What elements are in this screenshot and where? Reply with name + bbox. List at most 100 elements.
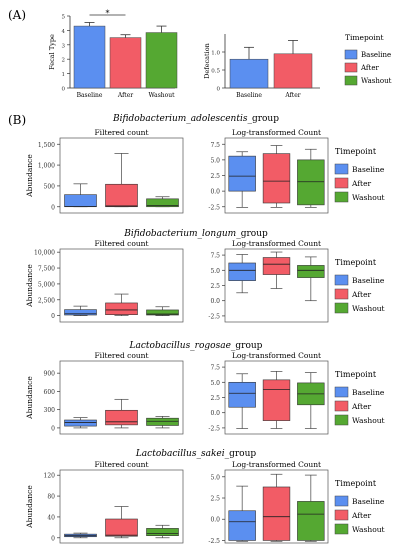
legend-swatch-after (334, 177, 349, 189)
legend-swatch-baseline (334, 495, 349, 507)
x-tick-label: After (117, 92, 133, 99)
y-axis-title: Abundance (25, 485, 34, 529)
y-tick-label: 500 (44, 183, 56, 190)
legend-label: Baseline (361, 51, 391, 59)
y-tick-label: 40 (47, 514, 55, 521)
y-tick-label: 0 (51, 535, 55, 542)
legend-swatch-after (334, 400, 349, 412)
box-after (105, 293, 138, 317)
box-after (105, 153, 138, 208)
subplot-title: Log-transformed Count (232, 460, 321, 469)
panel-label-b: (B) (8, 113, 26, 127)
legend-label: Washout (352, 304, 385, 313)
y-axis-title: Abundance (25, 264, 34, 308)
box-washout (297, 148, 325, 208)
box-iqr (262, 486, 291, 541)
box-iqr (262, 379, 291, 421)
legend-swatch-baseline (334, 386, 349, 398)
y-tick-label: 0 (217, 87, 221, 93)
y-tick-label: 0 (62, 87, 66, 93)
legend-swatch-washout (334, 414, 349, 426)
box-washout (297, 256, 325, 302)
y-tick-label: 0.0 (210, 517, 220, 524)
y-tick-label: 2 (62, 58, 66, 64)
group-title-species: Bifidobacterium_adolescentis (112, 114, 248, 124)
legend-title: Timepoint (345, 33, 384, 42)
y-tick-label: 2.5 (210, 395, 220, 402)
legend-label: Baseline (352, 388, 385, 397)
legend-label: After (351, 290, 372, 299)
box-washout (146, 306, 179, 317)
plot-frame (224, 469, 329, 544)
y-tick-label: 4 (62, 29, 66, 35)
significance-star: * (106, 9, 110, 18)
box-iqr (297, 265, 325, 278)
subplot-title: Log-transformed Count (232, 128, 321, 137)
box-iqr (146, 198, 179, 208)
box-iqr (262, 257, 291, 275)
y-tick-label: 0.5 (211, 69, 220, 75)
y-axis-title: Abundance (25, 376, 34, 420)
legend-swatch-baseline (344, 49, 358, 60)
group-title-suffix: _group (231, 341, 263, 351)
y-tick-label: 2,500 (38, 297, 55, 304)
subplot-title: Filtered count (94, 351, 148, 360)
y-tick-label: 7.5 (210, 142, 220, 149)
y-tick-label: -2.5 (208, 204, 220, 211)
group-title: Bifidobacterium_longum_group (123, 229, 268, 239)
subplot-title: Filtered count (94, 239, 148, 248)
group-title: Bifidobacterium_adolescentis_group (112, 114, 279, 124)
chart-B3f: 0 300 600 900 Filtered count Abundance (25, 351, 184, 435)
box-after (105, 398, 138, 429)
y-tick-label: 120 (44, 473, 56, 480)
box-baseline (228, 373, 256, 429)
chart-B2f: 0 2,500 5,000 7,500 10,000 Filtered count Abun… (25, 239, 184, 323)
legend-label: Washout (352, 525, 385, 534)
y-tick-label: 2.5 (210, 496, 220, 503)
group-title-suffix: _group (225, 449, 257, 459)
y-tick-label: 1 (62, 72, 66, 78)
legend-label: After (360, 64, 379, 72)
y-axis-title: Abundance (25, 154, 34, 198)
panel-label-a: (A) (8, 8, 26, 22)
y-tick-label: 0.0 (210, 298, 220, 305)
legend: Timepoint Baseline After Washout (334, 370, 385, 426)
legend-label: Baseline (352, 165, 385, 174)
chart-B4f: 0 40 80 120 Filtered count Abundance (25, 460, 184, 544)
box-baseline (228, 254, 256, 294)
box-iqr (146, 417, 179, 426)
box-iqr (146, 528, 179, 537)
box-iqr (105, 302, 138, 315)
y-tick-label: 300 (44, 407, 56, 414)
box-washout (297, 474, 325, 542)
y-tick-label: 600 (44, 389, 56, 396)
box-after (105, 506, 138, 539)
legend-label: Baseline (352, 276, 385, 285)
legend: Timepoint Baseline After Washout (334, 147, 385, 203)
y-tick-label: 0.0 (210, 410, 220, 417)
box-iqr (105, 409, 138, 426)
y-tick-label: 2.5 (210, 173, 220, 180)
bar-baseline (73, 25, 106, 89)
legend-label: After (351, 511, 372, 520)
legend-swatch-washout (344, 75, 358, 86)
box-washout (146, 416, 179, 429)
chart-B1l: -2.5 0.0 2.5 5.0 7.5 Log-transformed Count (208, 128, 329, 214)
box-baseline (228, 485, 256, 542)
y-tick-label: 1,000 (38, 163, 55, 170)
y-axis-title: Fecal Type (48, 34, 56, 70)
y-tick-label: 3 (62, 43, 66, 49)
legend-title: Timepoint (335, 370, 377, 379)
legend-title: Timepoint (335, 147, 377, 156)
group-title-suffix: _group (236, 229, 268, 239)
group-title-species: Bifidobacterium_longum (123, 229, 236, 239)
legend-label: Washout (352, 416, 385, 425)
box-after (262, 370, 291, 429)
bar-washout (145, 32, 178, 89)
box-iqr (64, 419, 97, 427)
box-iqr (105, 183, 138, 208)
legend-title: Timepoint (335, 479, 377, 488)
y-tick-label: 10,000 (34, 250, 55, 257)
y-tick-label: 5.0 (210, 268, 220, 275)
box-washout (297, 372, 325, 429)
